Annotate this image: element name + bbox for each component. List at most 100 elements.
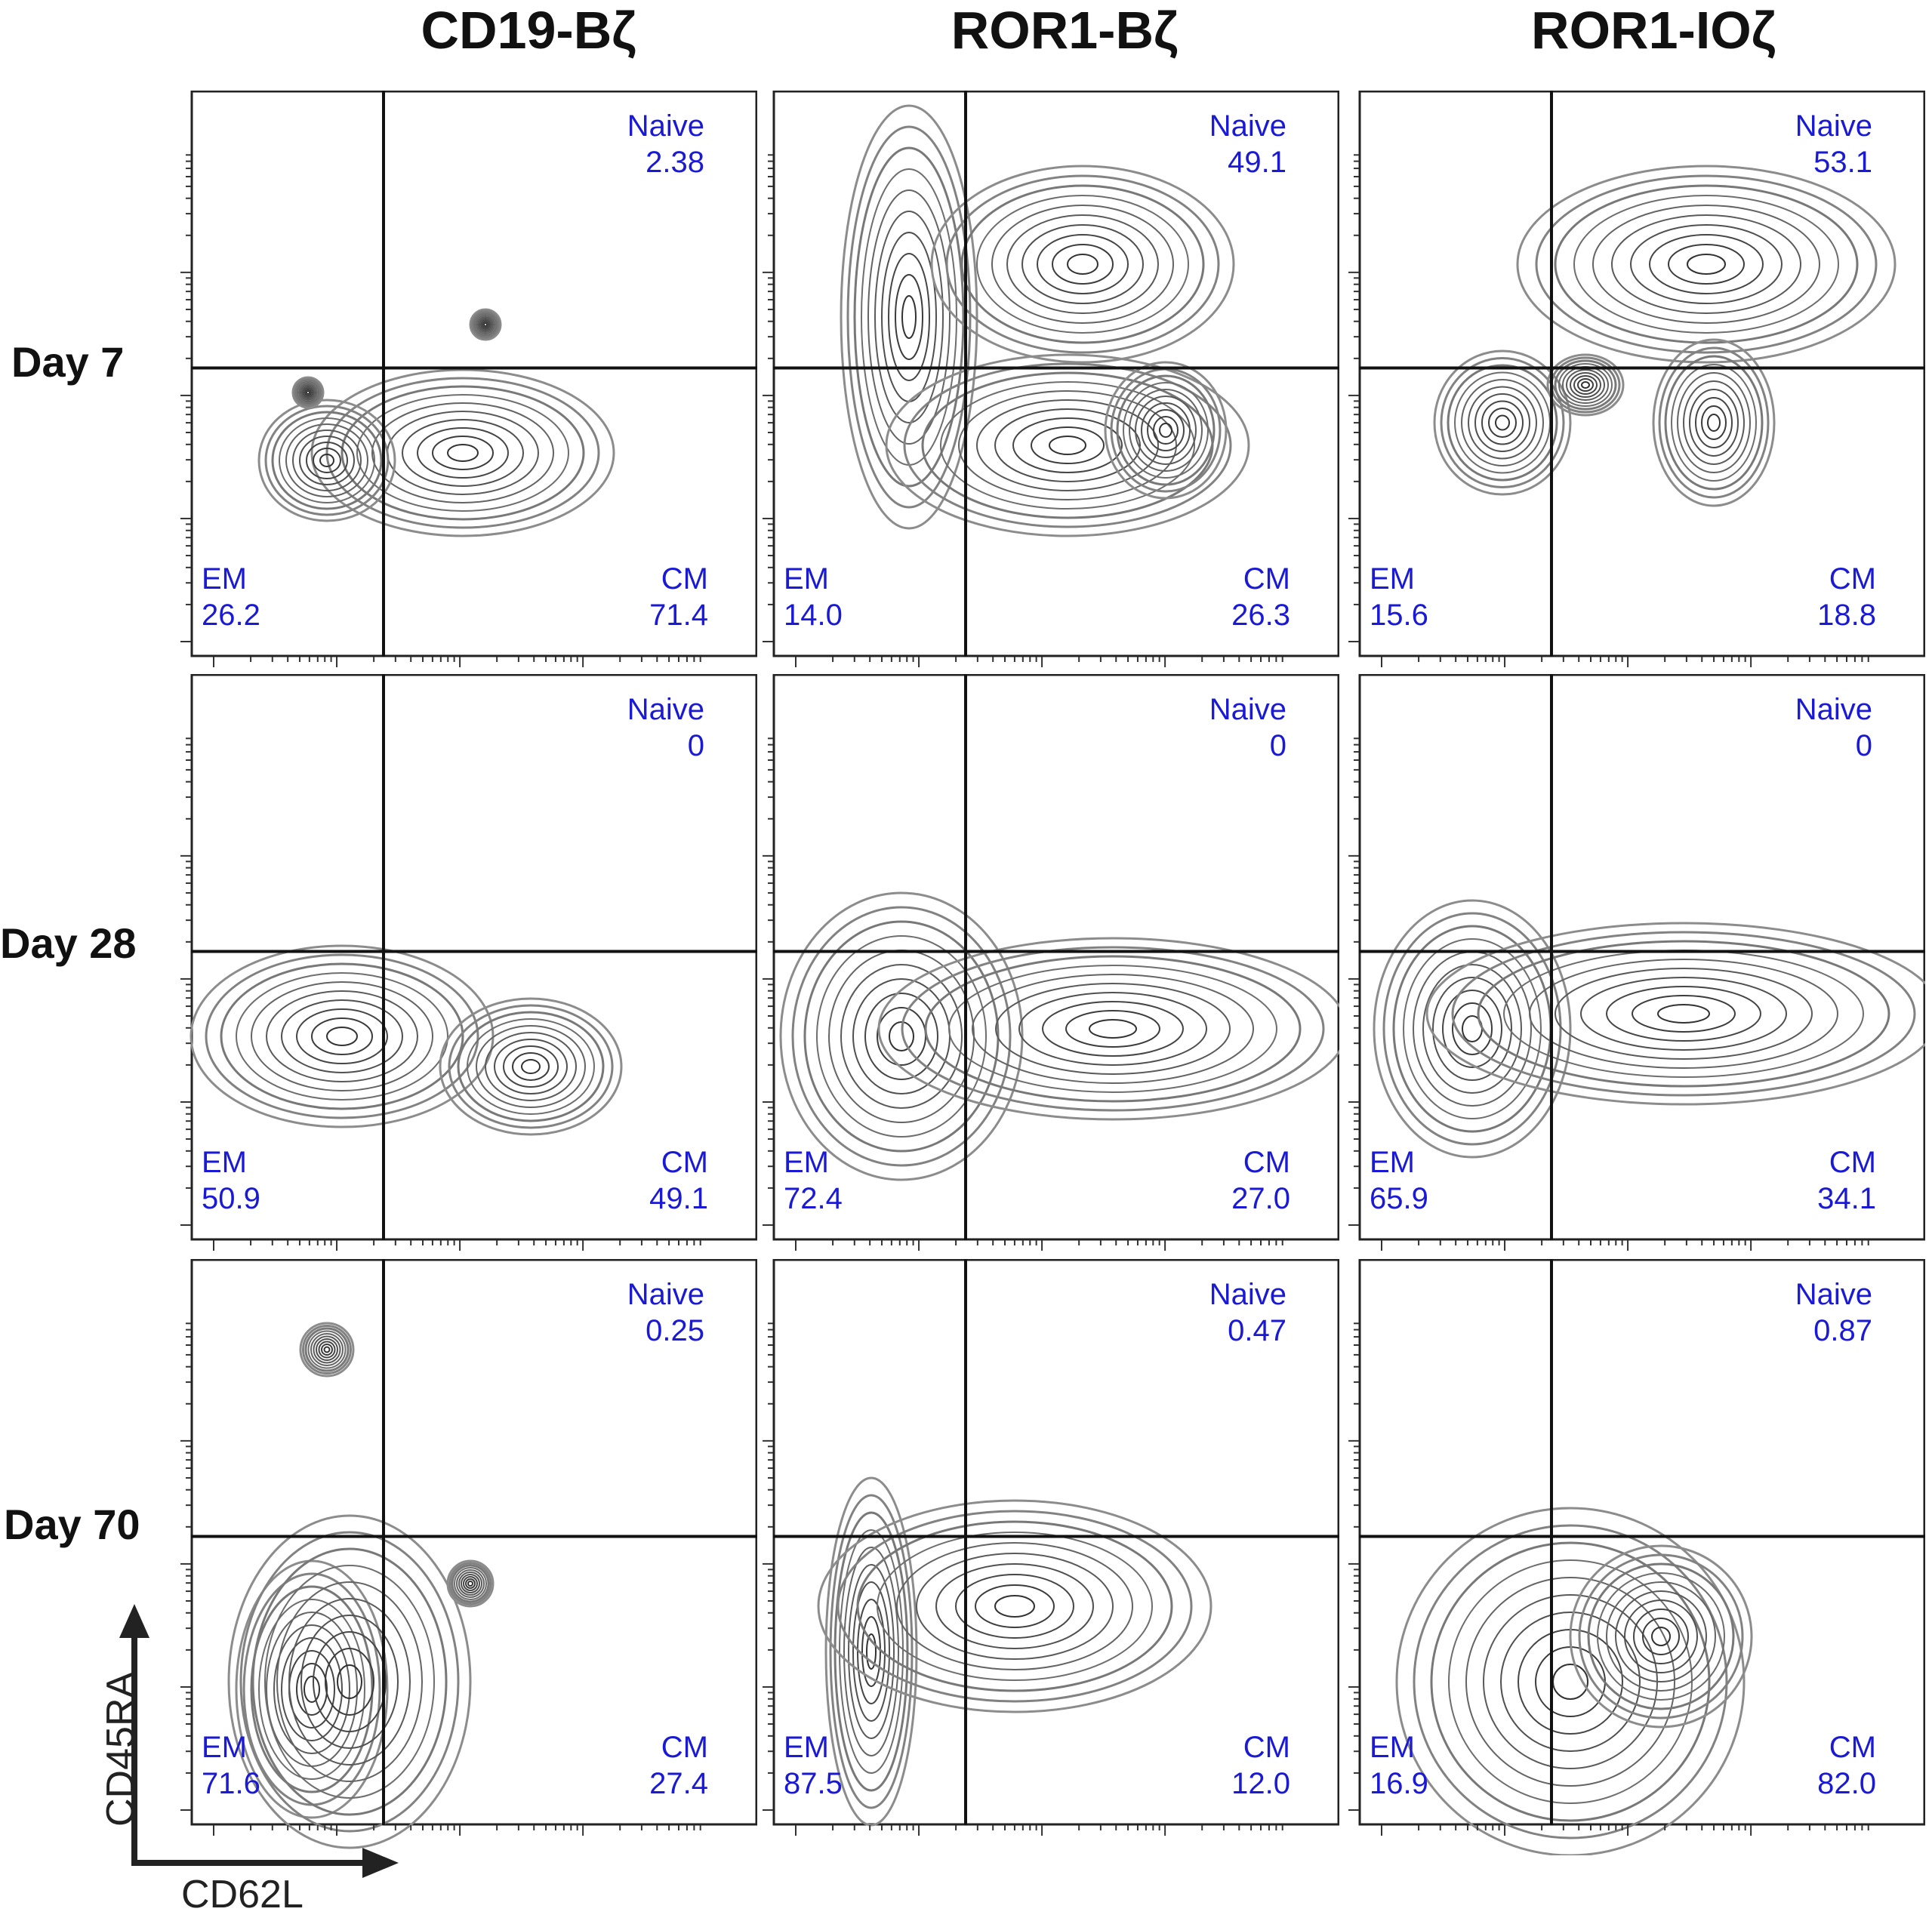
contour-level [285, 423, 368, 497]
column-title-cd19-bz: CD19-Bζ [421, 1, 636, 60]
naive-quadrant-value: 0 [688, 729, 704, 762]
contour-level [521, 1059, 541, 1074]
contour-level [480, 319, 491, 330]
contour-level [250, 1585, 374, 1793]
em-quadrant-label: EM [784, 562, 829, 596]
contour-level [903, 362, 1232, 528]
contour-level [1577, 378, 1594, 392]
contour-level [264, 1565, 435, 1799]
contour-level [239, 1531, 460, 1833]
contour-level [779, 891, 1024, 1181]
naive-quadrant-value: 0.47 [1228, 1314, 1286, 1347]
contour-level [1018, 992, 1207, 1066]
naive-quadrant-value: 0.25 [646, 1314, 704, 1347]
contour-level [824, 1476, 918, 1827]
contour-level [337, 1664, 362, 1699]
cm-quadrant-label: CM [661, 562, 708, 596]
cm-quadrant-label: CM [661, 1731, 708, 1764]
contour-level [512, 1052, 550, 1081]
contour-level [1554, 184, 1859, 344]
contour-level [1373, 899, 1572, 1159]
contour-level [885, 353, 1250, 537]
contour-level [1630, 224, 1783, 304]
contour-level [1037, 234, 1129, 294]
em-quadrant-value: 71.6 [202, 1767, 260, 1800]
naive-quadrant-label: Naive [1209, 1278, 1286, 1311]
naive-quadrant-label: Naive [1209, 693, 1286, 726]
naive-quadrant-label: Naive [627, 109, 704, 143]
contour-level [291, 376, 325, 409]
contour-level [313, 1335, 341, 1364]
contour-level [313, 1631, 387, 1732]
contour-level [991, 205, 1174, 324]
contour-level [299, 436, 355, 485]
contour-level [901, 295, 917, 339]
contour-level [447, 444, 479, 462]
contour-level [448, 1004, 614, 1129]
naive-quadrant-value: 53.1 [1813, 146, 1872, 179]
contour-level [1433, 349, 1572, 496]
contour-level [451, 1564, 490, 1603]
contour-level [321, 1344, 333, 1356]
contour-level [1651, 1627, 1671, 1646]
naive-quadrant-label: Naive [1209, 109, 1286, 143]
contour-level [896, 1542, 1133, 1670]
contour-level [485, 1032, 577, 1101]
contour-level [1067, 254, 1098, 275]
panel-frame [772, 674, 1339, 1241]
contour-level [1422, 964, 1522, 1094]
contour-level [1481, 400, 1524, 445]
contour-level [482, 321, 489, 328]
contour-level [1668, 244, 1745, 285]
contour-level [1689, 389, 1739, 457]
contour-level [1578, 1553, 1744, 1719]
contour-level [829, 1494, 914, 1809]
contour-level [251, 1547, 448, 1816]
contour-level [1546, 353, 1625, 417]
contour-level [276, 1581, 423, 1782]
em-quadrant-value: 72.4 [784, 1182, 843, 1215]
contour-level [467, 1018, 595, 1115]
panel-frame [772, 1259, 1339, 1826]
contour-level [1683, 380, 1745, 465]
contour-level [861, 1616, 881, 1687]
contour-level [1558, 363, 1613, 407]
contour-level [1135, 396, 1197, 465]
contour-level [461, 1574, 480, 1593]
contour-level [1569, 1544, 1753, 1729]
contour-level [1555, 968, 1813, 1060]
contour-level [1403, 938, 1542, 1119]
contour-level [817, 1499, 1213, 1713]
contour-level [848, 1564, 895, 1739]
contour-level [1658, 346, 1770, 499]
contour-level [1657, 1004, 1710, 1024]
contour-level [439, 997, 623, 1136]
naive-quadrant-value: 0 [1270, 729, 1286, 762]
cm-quadrant-value: 49.1 [649, 1182, 708, 1215]
contour-level [251, 981, 433, 1091]
contour-level [1695, 397, 1733, 448]
contour-level [846, 125, 972, 509]
contour-level [1021, 224, 1144, 304]
contour-level [319, 454, 334, 467]
contour-level [1606, 1581, 1716, 1692]
em-quadrant-value: 87.5 [784, 1767, 843, 1800]
contour-level [889, 1021, 914, 1051]
naive-quadrant-label: Naive [627, 693, 704, 726]
contour-level [467, 1581, 473, 1587]
contour-level [874, 211, 944, 423]
contour-level [304, 1327, 350, 1372]
contour-level [1554, 359, 1617, 411]
contour-level [877, 937, 1339, 1121]
contour-level [227, 1514, 472, 1849]
contour-level [1474, 393, 1530, 452]
x-axis-label: CD62L [181, 1873, 304, 1916]
contour-level [340, 385, 585, 521]
contour-level [857, 1599, 886, 1704]
contour-level [293, 377, 323, 408]
contour-level [477, 316, 494, 333]
contour-level [1642, 1618, 1680, 1655]
